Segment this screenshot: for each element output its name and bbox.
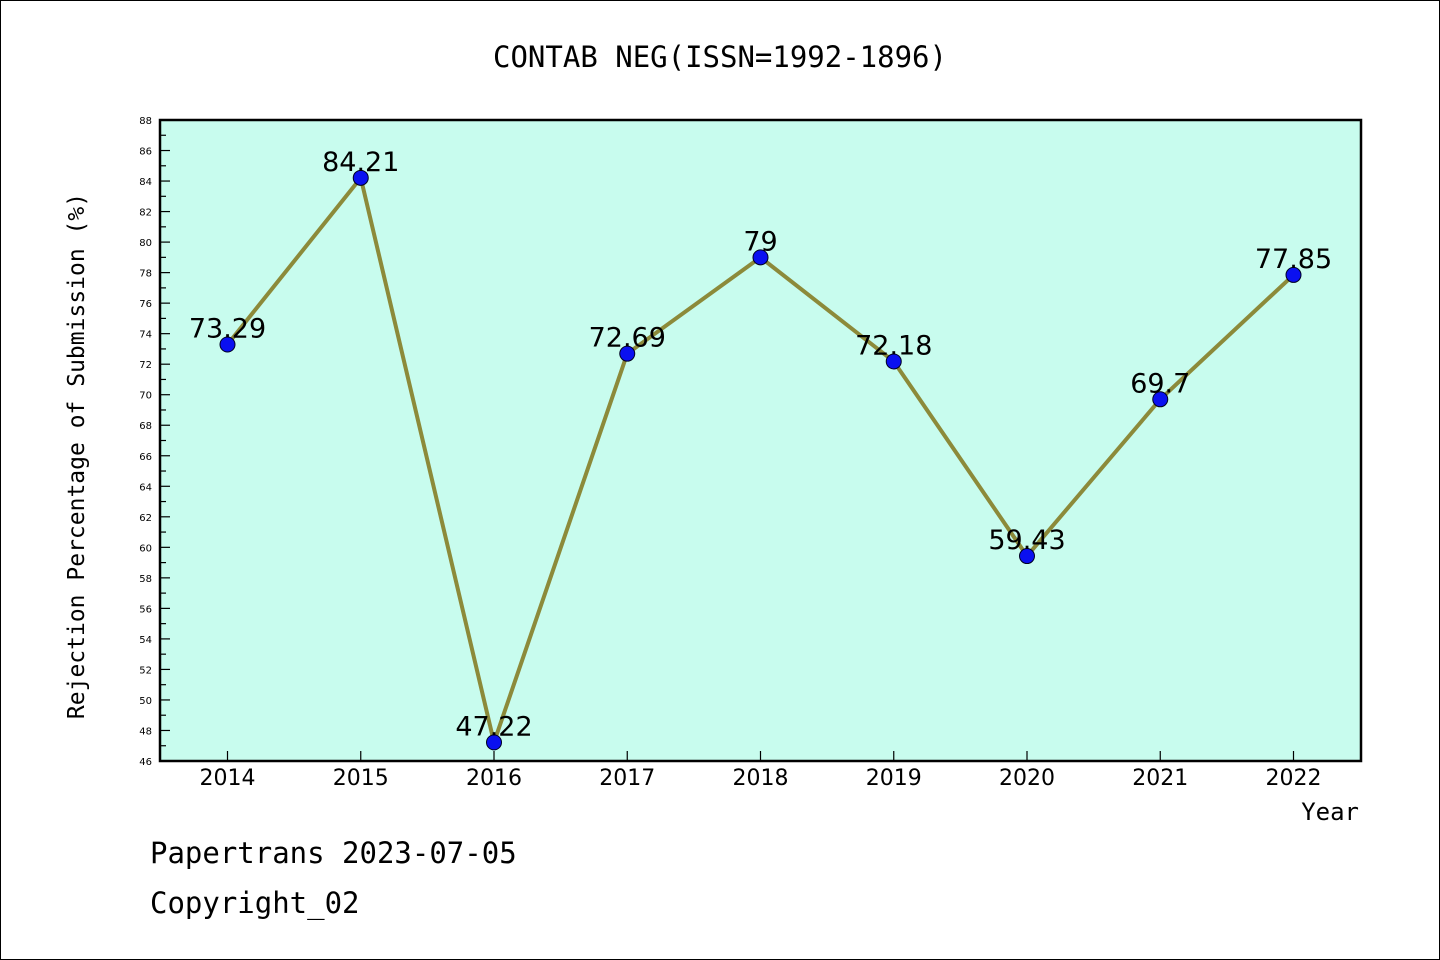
x-axis-ticks: 2014 2015 2016 2017 2018 2019 2020 2021 2022 (200, 751, 1322, 791)
data-label: 69.7 (1130, 368, 1190, 399)
data-point (885, 353, 902, 370)
data-point (1152, 391, 1169, 408)
y-tick-label: 86 (139, 147, 152, 158)
data-label: 73.29 (189, 314, 266, 345)
y-tick-label: 88 (139, 116, 152, 127)
y-tick-label: 50 (139, 696, 152, 707)
x-axis-label: Year (1301, 798, 1359, 826)
y-tick-label: 56 (139, 604, 152, 615)
data-label: 79 (743, 226, 777, 257)
data-labels: 73.29 84.21 47.22 72.69 79 72.18 59.43 69.7 77.8… (189, 147, 1332, 743)
y-tick-label: 74 (139, 330, 152, 341)
footer-copyright: Copyright_02 (150, 886, 360, 920)
y-tick-label: 46 (139, 757, 152, 768)
y-tick-label: 76 (139, 299, 152, 310)
y-tick-label: 62 (139, 513, 152, 524)
x-tick-label: 2014 (200, 766, 256, 791)
data-label: 59.43 (988, 525, 1065, 556)
y-tick-label: 68 (139, 421, 152, 432)
x-tick-label: 2021 (1132, 766, 1188, 791)
data-point (352, 169, 369, 186)
y-tick-label: 64 (139, 482, 152, 493)
data-label: 84.21 (322, 147, 399, 178)
y-tick-label: 58 (139, 574, 152, 585)
y-tick-label: 72 (139, 360, 152, 371)
data-markers (219, 169, 1302, 751)
x-tick-label: 2015 (333, 766, 389, 791)
y-tick-label: 70 (139, 391, 152, 402)
x-tick-label: 2018 (733, 766, 789, 791)
data-label: 47.22 (455, 711, 532, 742)
y-axis-ticks: 46 48 50 52 54 56 58 60 62 64 66 68 70 72 74 76 78 80 82 84… (139, 116, 170, 768)
x-tick-label: 2016 (466, 766, 522, 791)
data-point (219, 336, 236, 353)
y-axis-label: Rejection Percentage of Submission (%) (64, 193, 90, 719)
x-tick-label: 2019 (866, 766, 922, 791)
y-tick-label: 78 (139, 269, 152, 280)
x-tick-label: 2020 (999, 766, 1055, 791)
y-tick-label: 52 (139, 665, 152, 676)
chart-title: CONTAB NEG(ISSN=1992-1896) (493, 40, 947, 74)
y-tick-label: 82 (139, 208, 152, 219)
y-tick-label: 54 (139, 635, 152, 646)
data-point (1019, 548, 1035, 565)
data-point (619, 345, 636, 362)
y-tick-label: 48 (139, 726, 152, 737)
footer-date: Papertrans 2023-07-05 (150, 836, 517, 870)
data-point (486, 734, 502, 751)
data-label: 77.85 (1255, 244, 1332, 275)
plot-area (158, 118, 1363, 763)
y-tick-label: 66 (139, 452, 152, 463)
x-tick-label: 2017 (599, 766, 655, 791)
data-label: 72.18 (855, 330, 932, 361)
y-tick-label: 84 (139, 177, 152, 188)
y-tick-label: 60 (139, 543, 152, 554)
data-point (1285, 266, 1302, 283)
data-point (752, 249, 769, 266)
x-tick-label: 2022 (1266, 766, 1322, 791)
data-label: 72.69 (589, 323, 666, 354)
y-tick-label: 80 (139, 238, 152, 249)
